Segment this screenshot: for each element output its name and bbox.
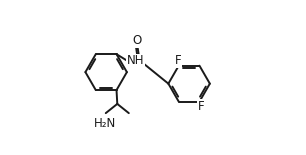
Text: NH: NH bbox=[127, 54, 144, 67]
Text: O: O bbox=[132, 34, 142, 47]
Text: F: F bbox=[175, 54, 181, 67]
Text: F: F bbox=[198, 100, 204, 113]
Text: H₂N: H₂N bbox=[94, 117, 116, 130]
